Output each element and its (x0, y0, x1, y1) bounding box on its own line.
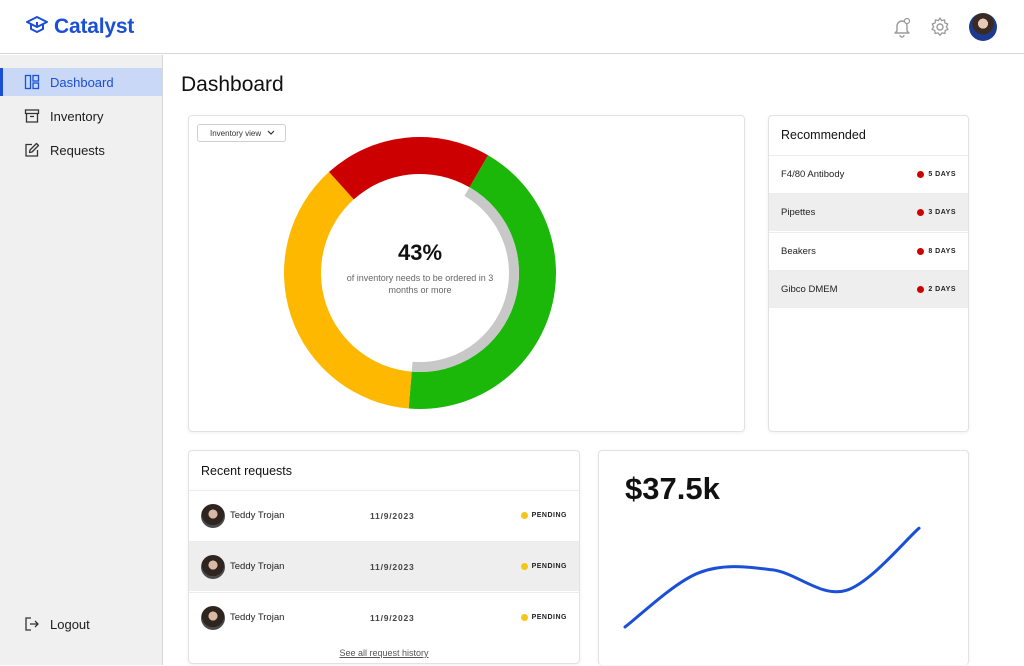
request-name: Teddy Trojan (230, 561, 285, 572)
recommended-item[interactable]: Gibco DMEM 2 DAYS (769, 270, 968, 308)
spend-line-chart (623, 526, 921, 629)
logout-icon (24, 616, 40, 632)
recommended-item-name: Beakers (781, 246, 816, 257)
inventory-chart-card: Inventory view 43% of inventory needs to… (188, 115, 745, 432)
status-dot-icon (917, 209, 925, 216)
status-dot-icon (520, 614, 528, 621)
avatar (201, 503, 225, 528)
days-badge: 3 DAYS (917, 209, 956, 216)
status-dot-icon (520, 563, 528, 570)
donut-description: of inventory needs to be ordered in 3 mo… (346, 273, 494, 295)
recommended-item[interactable]: F4/80 Antibody 5 DAYS (769, 155, 968, 193)
status-dot-icon (917, 286, 925, 293)
top-bar: Catalyst (0, 0, 1024, 54)
status-label: PENDING (531, 614, 567, 621)
donut-slice-red[interactable] (328, 137, 488, 200)
avatar (201, 554, 225, 579)
donut-slice-yellow[interactable] (283, 171, 412, 409)
sidebar-item-dashboard[interactable]: Dashboard (0, 68, 162, 96)
donut-chart (283, 137, 556, 410)
days-badge: 8 DAYS (917, 248, 956, 255)
sidebar-item-requests[interactable]: Requests (0, 136, 162, 164)
spend-value: $37.5k (625, 471, 720, 506)
recent-requests-card: Recent requests Teddy Trojan 11/9/2023 P… (188, 450, 580, 664)
recommended-item[interactable]: Beakers 8 DAYS (769, 232, 968, 270)
request-row[interactable]: Teddy Trojan 11/9/2023 PENDING (189, 592, 579, 642)
recommended-card: Recommended F4/80 Antibody 5 DAYS Pipett… (768, 115, 969, 432)
donut-slice-green[interactable] (408, 155, 556, 410)
logout-label: Logout (50, 616, 90, 632)
inventory-view-label: Inventory view (210, 128, 262, 138)
sidebar-item-label: Dashboard (50, 74, 114, 90)
recommended-item-name: Gibco DMEM (781, 284, 838, 295)
spend-card: $37.5k (598, 450, 969, 665)
days-label: 8 DAYS (928, 248, 956, 255)
donut-center-label: 43% of inventory needs to be ordered in … (335, 240, 505, 296)
sidebar-item-label: Requests (50, 142, 105, 158)
recommended-item-name: F4/80 Antibody (781, 169, 845, 180)
app-name: Catalyst (54, 14, 135, 38)
sidebar: Dashboard Inventory Requests (0, 55, 163, 665)
edit-icon (24, 142, 40, 158)
status-badge: PENDING (520, 614, 567, 621)
recent-requests-title: Recent requests (201, 464, 293, 478)
sidebar-item-inventory[interactable]: Inventory (0, 102, 162, 130)
request-row[interactable]: Teddy Trojan 11/9/2023 PENDING (189, 490, 579, 540)
request-name: Teddy Trojan (230, 612, 285, 623)
days-label: 3 DAYS (928, 209, 956, 216)
request-date: 11/9/2023 (370, 612, 415, 623)
recommended-item[interactable]: Pipettes 3 DAYS (769, 193, 968, 231)
page-title: Dashboard (181, 73, 284, 96)
request-date: 11/9/2023 (370, 510, 415, 521)
user-avatar[interactable] (969, 13, 997, 41)
dashboard-icon (24, 74, 40, 90)
bell-icon[interactable] (891, 16, 913, 38)
status-dot-icon (917, 248, 925, 255)
status-label: PENDING (531, 563, 567, 570)
logout-button[interactable]: Logout (0, 610, 162, 638)
recommended-title: Recommended (781, 128, 866, 142)
spend-series-line (623, 526, 921, 629)
graduation-cap-icon (26, 14, 48, 39)
see-all-history-link[interactable]: See all request history (339, 648, 429, 658)
sidebar-item-label: Inventory (50, 108, 104, 124)
avatar (201, 605, 225, 630)
donut-inner-progress-arc (411, 187, 519, 372)
request-name: Teddy Trojan (230, 510, 285, 521)
status-dot-icon (917, 171, 925, 178)
status-label: PENDING (531, 512, 567, 519)
request-date: 11/9/2023 (370, 561, 415, 572)
brand-logo[interactable]: Catalyst (26, 14, 134, 39)
request-row[interactable]: Teddy Trojan 11/9/2023 PENDING (189, 541, 579, 591)
days-label: 5 DAYS (928, 171, 956, 178)
inventory-view-select[interactable]: Inventory view (197, 124, 287, 142)
status-badge: PENDING (520, 563, 567, 570)
status-dot-icon (520, 512, 528, 519)
gear-icon[interactable] (929, 16, 951, 38)
donut-percentage: 43% (397, 240, 443, 265)
days-label: 2 DAYS (928, 286, 956, 293)
days-badge: 2 DAYS (917, 286, 956, 293)
status-badge: PENDING (520, 512, 567, 519)
days-badge: 5 DAYS (917, 171, 956, 178)
recommended-item-name: Pipettes (781, 207, 816, 218)
chevron-down-icon (267, 129, 275, 138)
archive-box-icon (24, 108, 40, 124)
